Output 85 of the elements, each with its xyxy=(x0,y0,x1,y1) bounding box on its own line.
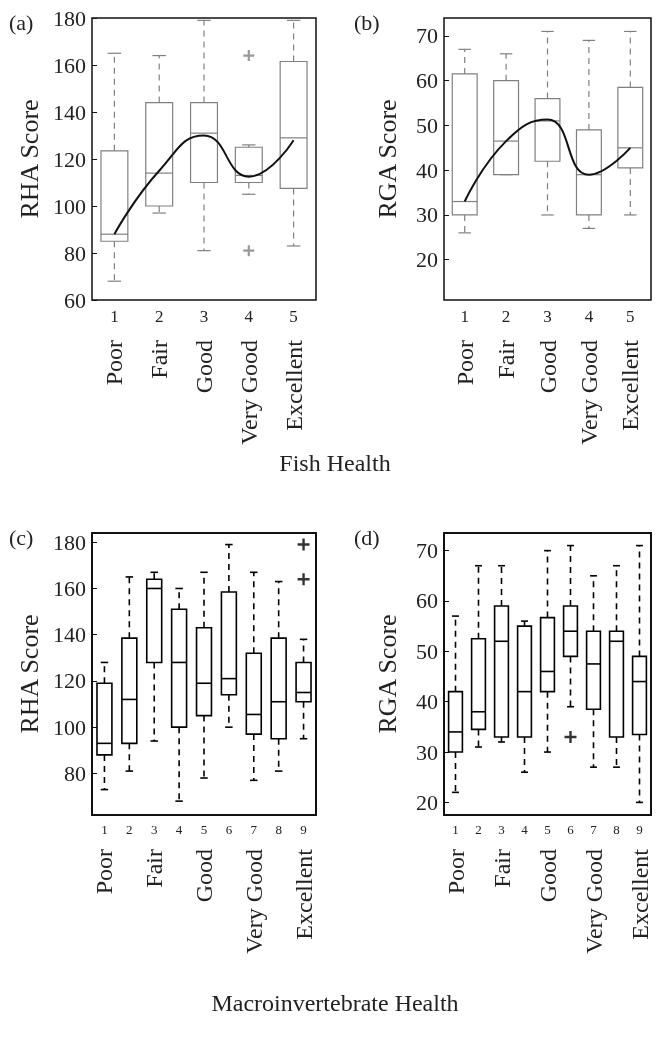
x-tick-label: 8 xyxy=(613,822,620,837)
x-tick-label: 6 xyxy=(567,822,575,837)
text: Excellent xyxy=(280,339,307,431)
text: Fair xyxy=(488,849,515,888)
x-tick-label: 5 xyxy=(200,822,208,837)
y-tick-label: 30 xyxy=(416,739,438,765)
chart-title: (a) xyxy=(9,9,34,35)
text: Very Good xyxy=(240,849,267,954)
x-tick-label: 5 xyxy=(626,307,635,326)
x-tick-label: 1 xyxy=(452,822,459,837)
text: Poor xyxy=(91,849,118,895)
x-tick-label: 3 xyxy=(498,822,505,837)
text: Good xyxy=(534,340,561,394)
text: Poor xyxy=(101,340,128,386)
y-tick-label: 40 xyxy=(416,689,438,715)
text: Fair xyxy=(146,340,173,379)
text: Poor xyxy=(451,340,478,386)
y-tick-label: 120 xyxy=(53,668,86,694)
text: Good xyxy=(191,849,217,903)
x-tick-label: 2 xyxy=(126,822,133,837)
y-tick-label: 60 xyxy=(416,588,438,614)
text: Very Good xyxy=(575,340,602,445)
x-tick-label: 6 xyxy=(225,822,233,837)
y-tick-label: 20 xyxy=(416,789,438,815)
y-tick-label: 40 xyxy=(416,157,438,183)
y-tick-label: 160 xyxy=(53,52,86,78)
x-tick-label: 2 xyxy=(154,307,164,326)
x-axis-title: Fish Health xyxy=(278,450,392,477)
y-axis-title: RHA Score xyxy=(14,614,44,734)
text: Excellent xyxy=(626,848,653,940)
line-series xyxy=(463,118,632,203)
x-tick-label: 5 xyxy=(289,307,298,326)
y-tick-label: 50 xyxy=(416,638,438,664)
y-tick-label: 180 xyxy=(53,5,86,31)
x-tick-label: 9 xyxy=(636,822,643,837)
text: Excellent xyxy=(617,339,644,431)
text: Fair xyxy=(493,340,520,379)
x-tick-label: 3 xyxy=(150,822,158,837)
y-tick-label: 120 xyxy=(53,146,86,172)
chart-title: (b) xyxy=(354,9,380,35)
text: Very Good xyxy=(580,849,607,954)
x-tick-label: 2 xyxy=(501,307,511,326)
x-tick-label: 1 xyxy=(110,307,119,326)
x-tick-label: 8 xyxy=(275,822,282,837)
y-tick-label: 140 xyxy=(53,622,86,648)
chart-title: (d) xyxy=(354,524,380,550)
y-tick-label: 50 xyxy=(416,112,438,138)
y-axis-title: RGA Score xyxy=(372,99,402,219)
line-series xyxy=(113,134,295,236)
x-tick-label: 7 xyxy=(250,822,258,837)
y-axis-title: RGA Score xyxy=(372,614,402,734)
y-tick-label: 70 xyxy=(416,538,438,564)
x-tick-label: 9 xyxy=(300,822,307,837)
x-tick-label: 3 xyxy=(199,307,209,326)
x-axis-title: Macroinvertebrate Health xyxy=(210,990,460,1017)
x-tick-label: 7 xyxy=(590,822,598,837)
text: Fair xyxy=(141,849,168,888)
y-axis-title: RHA Score xyxy=(14,99,44,219)
x-tick-label: 4 xyxy=(521,822,529,837)
y-tick-label: 60 xyxy=(416,68,438,94)
text: Good xyxy=(534,849,561,903)
y-tick-label: 160 xyxy=(53,575,86,601)
y-tick-label: 100 xyxy=(53,714,86,740)
x-tick-label: 4 xyxy=(175,822,183,837)
y-tick-label: 140 xyxy=(53,99,86,125)
y-tick-label: 20 xyxy=(416,247,438,273)
text: Poor xyxy=(442,849,469,895)
y-tick-label: 180 xyxy=(53,529,86,555)
x-tick-label: 4 xyxy=(584,307,594,326)
y-tick-label: 80 xyxy=(64,760,86,786)
y-tick-label: 30 xyxy=(416,202,438,228)
x-tick-label: 1 xyxy=(101,822,108,837)
y-tick-label: 70 xyxy=(416,23,438,49)
text: Excellent xyxy=(290,848,317,940)
text: Very Good xyxy=(235,340,262,445)
y-tick-label: 80 xyxy=(64,240,86,266)
x-tick-label: 2 xyxy=(475,822,482,837)
y-tick-label: 60 xyxy=(64,287,86,313)
x-tick-label: 1 xyxy=(460,307,469,326)
y-tick-label: 100 xyxy=(53,193,86,219)
x-tick-label: 4 xyxy=(244,307,254,326)
x-tick-label: 3 xyxy=(543,307,552,326)
x-tick-label: 5 xyxy=(544,822,551,837)
chart-title: (c) xyxy=(9,524,34,550)
text: Good xyxy=(191,340,217,394)
